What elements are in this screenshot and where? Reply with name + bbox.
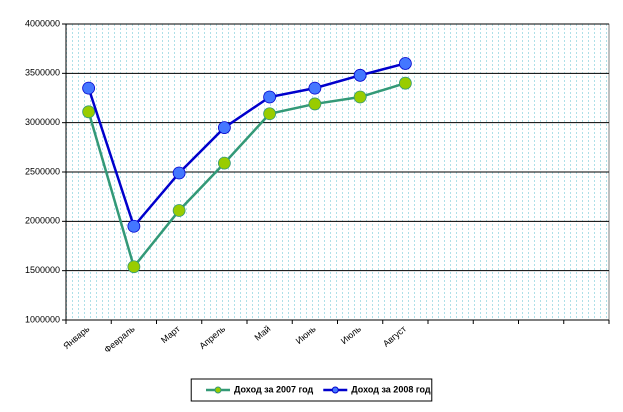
x-tick-label: Март xyxy=(159,324,182,346)
data-point xyxy=(398,57,412,70)
y-tick-label: 2000000 xyxy=(25,216,60,226)
data-point xyxy=(82,105,96,119)
x-tick-label: Май xyxy=(252,324,272,343)
y-tick-label: 3500000 xyxy=(25,68,60,78)
data-point xyxy=(308,81,322,95)
series-line xyxy=(87,62,406,229)
legend-box xyxy=(190,378,433,402)
x-tick-label: Июнь xyxy=(294,323,318,346)
y-tick-label: 4000000 xyxy=(25,18,60,28)
data-point xyxy=(398,76,412,90)
data-point xyxy=(217,156,231,170)
legend-label: Доход за 2007 год xyxy=(234,384,314,394)
data-point xyxy=(217,121,231,134)
data-point xyxy=(127,219,141,233)
legend-label: Доход за 2008 год xyxy=(351,384,431,394)
x-tick-label: Август xyxy=(381,324,408,349)
x-tick-label: Июль xyxy=(339,323,363,346)
data-point xyxy=(308,97,322,111)
data-point xyxy=(127,260,141,274)
series-line xyxy=(87,82,406,270)
x-tick-label: Январь xyxy=(61,323,91,351)
data-point xyxy=(263,90,277,104)
y-tick-label: 1500000 xyxy=(25,265,60,275)
legend-marker xyxy=(331,386,339,394)
data-point xyxy=(172,204,186,217)
legend-marker xyxy=(214,386,222,394)
data-point xyxy=(172,166,186,180)
x-tick-label: Февраль xyxy=(102,323,137,354)
x-tick-label: Апрель xyxy=(197,323,227,350)
data-point xyxy=(263,107,277,121)
legend: Доход за 2007 год Доход за 2008 год xyxy=(190,378,433,402)
data-point xyxy=(353,90,367,104)
data-point xyxy=(353,68,367,82)
y-tick-label: 1000000 xyxy=(25,314,60,324)
data-point xyxy=(82,81,96,95)
y-tick-label: 3000000 xyxy=(25,117,60,127)
y-tick-label: 2500000 xyxy=(25,166,60,176)
